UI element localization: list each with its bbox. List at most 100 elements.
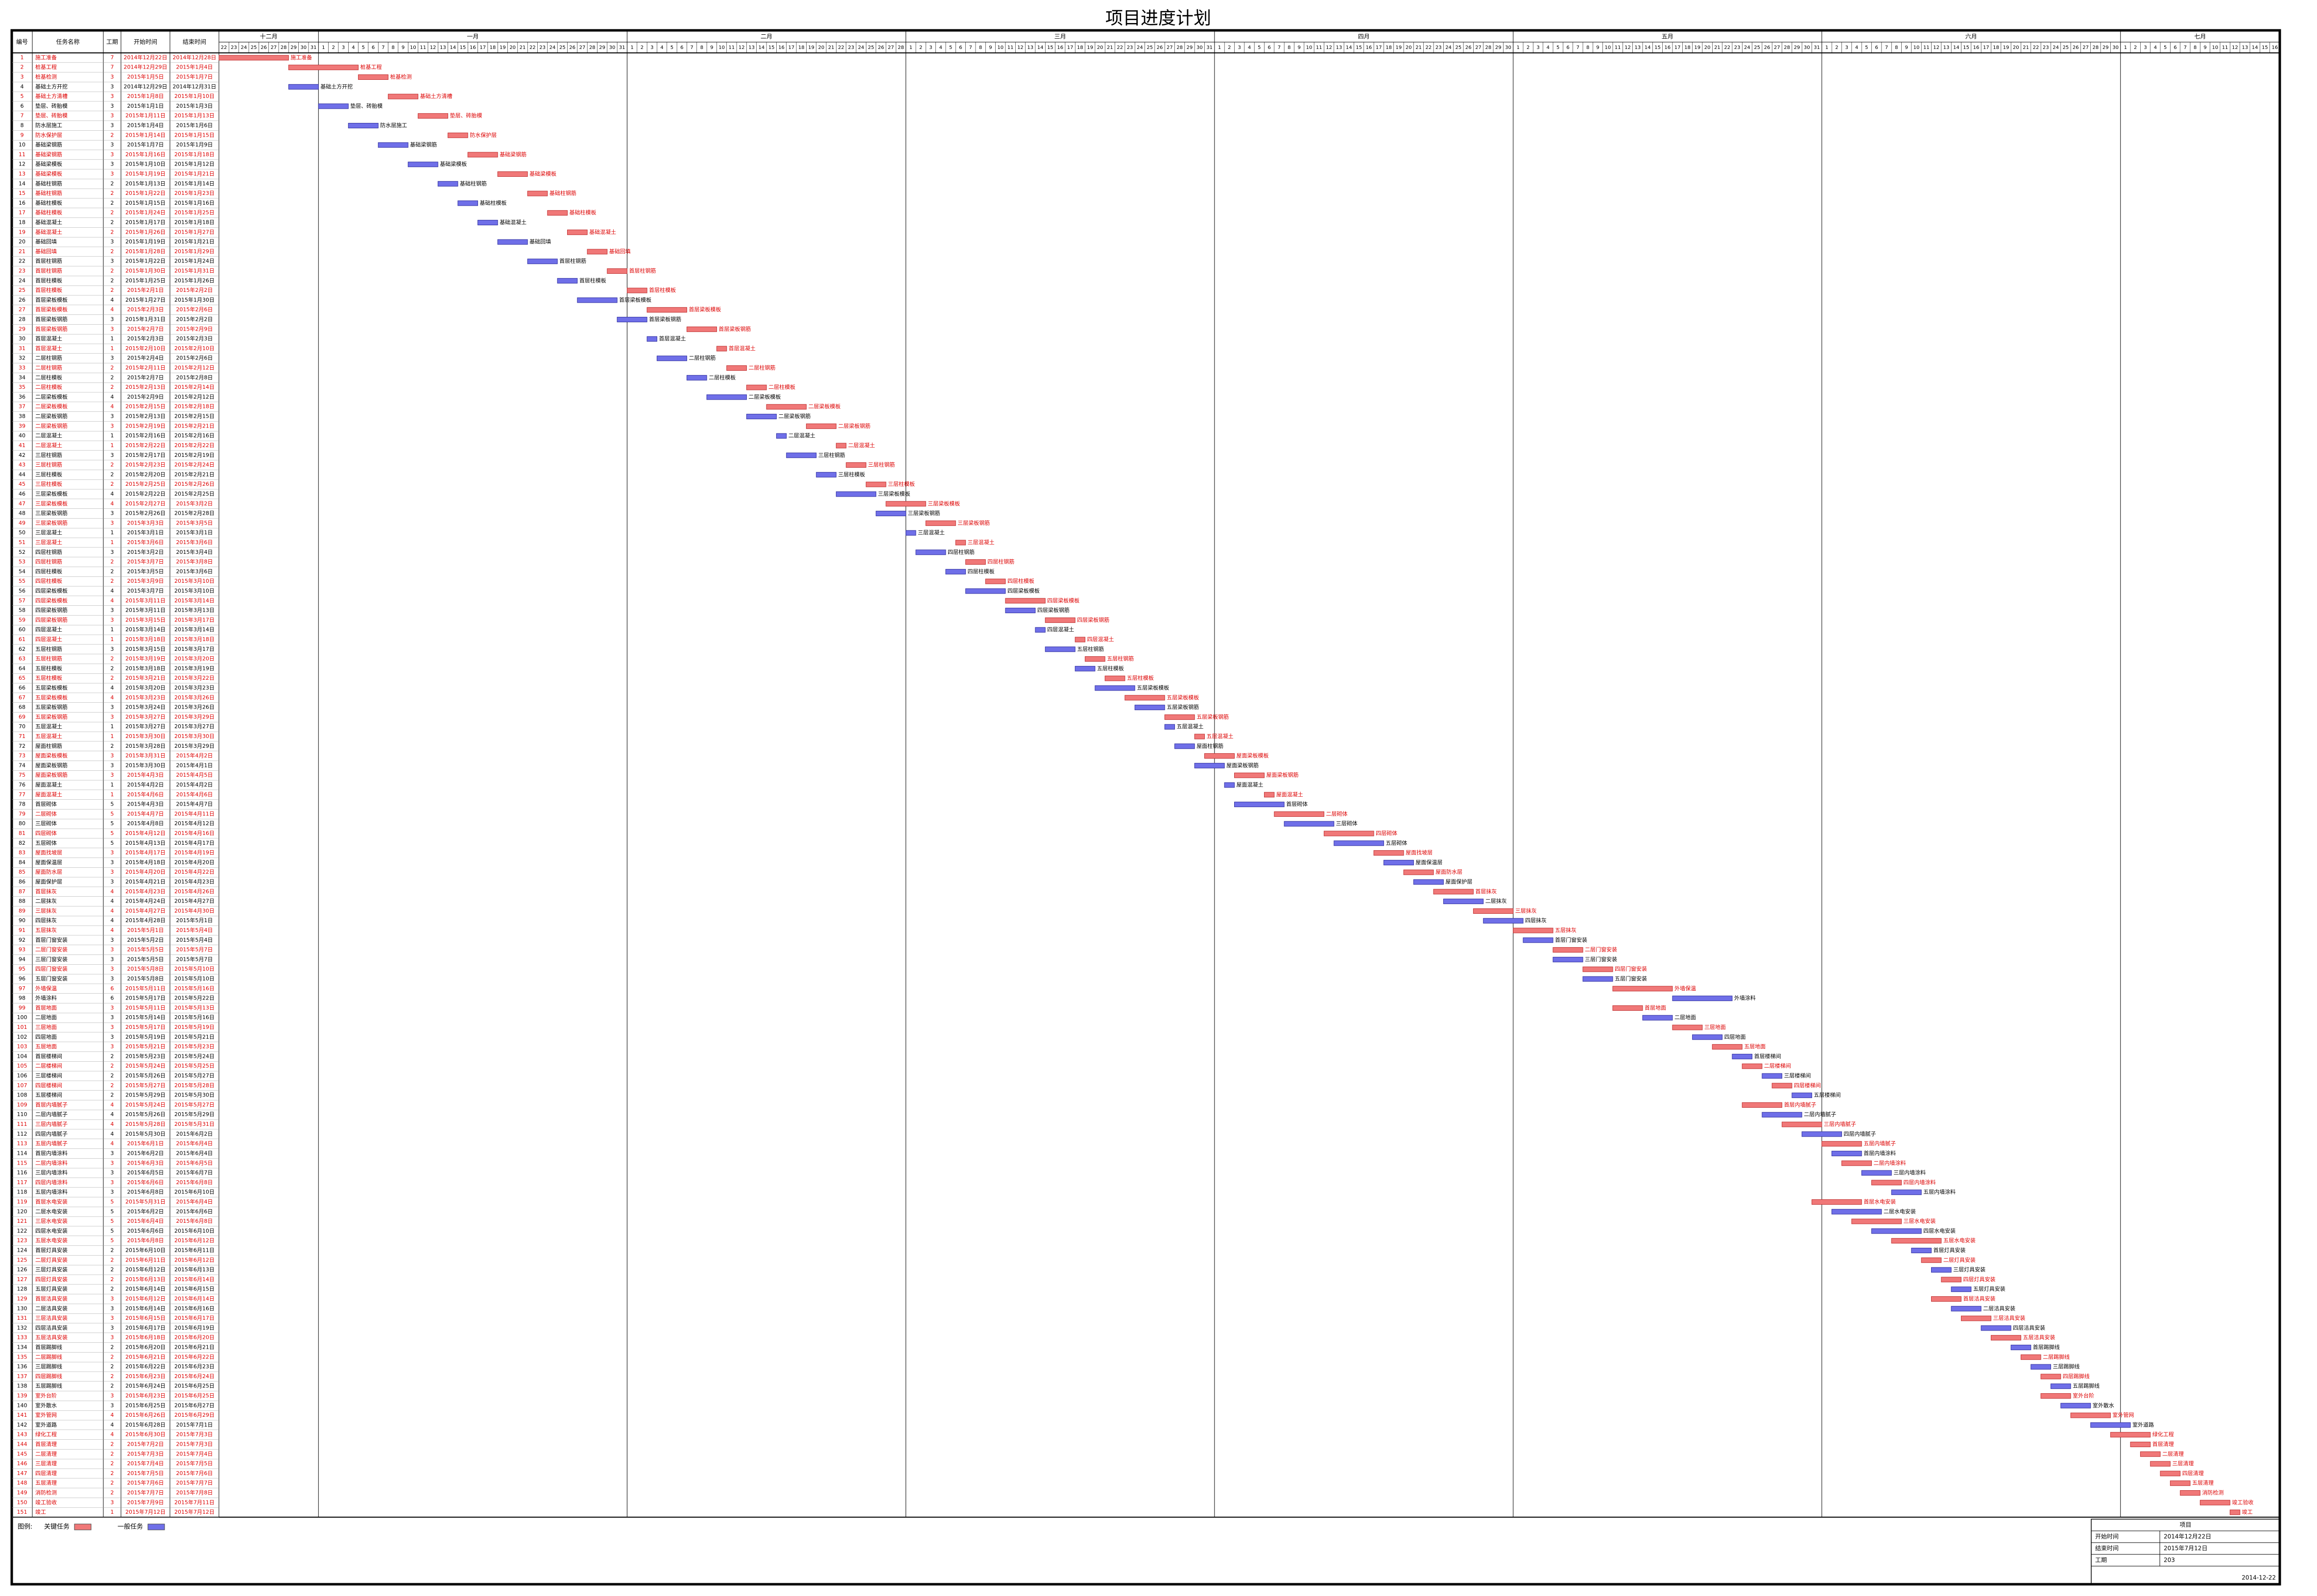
- task-start: 2015年4月21日: [125, 878, 166, 885]
- month-label: 二月: [761, 33, 772, 40]
- task-bar: [876, 511, 907, 517]
- day-label: 30: [1505, 45, 1511, 50]
- day-label: 3: [1536, 45, 1539, 50]
- task-start: 2015年1月17日: [125, 219, 166, 226]
- bar-label: 首层柱模板: [649, 286, 676, 293]
- task-id: 46: [19, 491, 25, 497]
- day-label: 1: [1825, 45, 1828, 50]
- bar-label: 五层梁板模板: [1167, 694, 1199, 701]
- task-start: 2015年1月16日: [125, 151, 166, 158]
- task-end: 2015年6月13日: [174, 1266, 215, 1273]
- task-bar: [617, 317, 647, 323]
- day-label: 12: [1326, 45, 1332, 50]
- task-duration: 3: [111, 1189, 114, 1195]
- task-name: 三层门窗安装: [35, 955, 68, 962]
- task-duration: 2: [111, 1460, 114, 1467]
- bar-label: 屋面防水层: [1435, 868, 1462, 875]
- task-id: 106: [17, 1072, 27, 1079]
- task-start: 2015年3月14日: [125, 626, 166, 633]
- task-duration: 2: [111, 1344, 114, 1350]
- task-end: 2015年7月3日: [176, 1431, 213, 1438]
- task-name: 四层砌体: [35, 830, 57, 836]
- task-name: 屋面梁板模板: [35, 752, 68, 759]
- task-duration: 3: [111, 1325, 114, 1331]
- task-name: 四层内墙腻子: [35, 1130, 68, 1137]
- task-bar: [1851, 1218, 1902, 1224]
- task-bar: [836, 443, 847, 449]
- task-start: 2015年4月27日: [125, 907, 166, 914]
- task-name: 二层梁板钢筋: [35, 422, 68, 429]
- task-end: 2015年1月13日: [174, 112, 215, 119]
- task-duration: 4: [111, 491, 114, 497]
- task-duration: 4: [111, 898, 114, 905]
- bar-label: 三层柱钢筋: [818, 452, 845, 458]
- day-label: 10: [1604, 45, 1611, 50]
- task-id: 12: [19, 161, 25, 167]
- task-end: 2015年6月10日: [174, 1189, 215, 1195]
- task-bar: [925, 520, 956, 526]
- task-end: 2015年3月23日: [174, 684, 215, 691]
- day-label: 20: [1406, 45, 1412, 50]
- task-start: 2015年3月15日: [125, 645, 166, 652]
- task-bar: [478, 220, 498, 226]
- task-end: 2015年2月6日: [176, 306, 213, 313]
- task-id: 74: [19, 762, 25, 768]
- task-name: 二层梁板模板: [35, 393, 68, 400]
- task-name: 二层内墙涂料: [35, 1159, 68, 1166]
- task-start: 2014年12月29日: [124, 83, 167, 90]
- task-end: 2015年7月3日: [176, 1440, 213, 1447]
- day-label: 27: [888, 45, 894, 50]
- task-duration: 3: [111, 510, 114, 517]
- column-header: 任务名称: [56, 38, 79, 46]
- task-end: 2015年3月5日: [176, 519, 213, 526]
- bar-label: 桩基工程: [360, 64, 382, 71]
- task-id: 26: [19, 297, 25, 303]
- task-bar: [1801, 1131, 1842, 1137]
- day-label: 16: [778, 45, 785, 50]
- task-start: 2015年2月3日: [127, 335, 164, 342]
- task-end: 2015年1月16日: [174, 199, 215, 206]
- day-label: 11: [1316, 45, 1322, 50]
- task-bar: [288, 65, 359, 71]
- task-name: 五层抹灰: [35, 927, 57, 933]
- task-bar: [906, 530, 916, 536]
- task-start: 2015年3月31日: [125, 752, 166, 759]
- task-duration: 6: [111, 985, 114, 992]
- task-duration: 2: [111, 1363, 114, 1370]
- bar-label: 二层混凝土: [848, 442, 875, 449]
- task-bar: [1075, 666, 1096, 671]
- bar-label: 基础混凝土: [500, 219, 526, 226]
- task-id: 150: [17, 1499, 27, 1505]
- day-label: 12: [1933, 45, 1939, 50]
- day-label: 10: [1306, 45, 1313, 50]
- task-duration: 3: [111, 103, 114, 109]
- task-duration: 3: [111, 1160, 114, 1166]
- task-end: 2015年6月2日: [176, 1130, 213, 1137]
- task-duration: 4: [111, 685, 114, 691]
- bar-label: 二层梁板钢筋: [838, 422, 870, 429]
- task-end: 2015年1月15日: [174, 131, 215, 138]
- task-start: 2015年1月22日: [125, 190, 166, 196]
- task-name: 三层梁板模板: [35, 490, 68, 497]
- task-id: 37: [19, 404, 25, 410]
- day-label: 17: [479, 45, 486, 50]
- month-label: 六月: [1965, 33, 1977, 40]
- task-duration: 3: [111, 859, 114, 865]
- task-duration: 2: [111, 1373, 114, 1380]
- task-start: 2015年6月8日: [127, 1237, 164, 1244]
- day-label: 16: [1366, 45, 1372, 50]
- task-end: 2015年6月23日: [174, 1363, 215, 1370]
- bar-label: 四层混凝土: [1087, 636, 1114, 643]
- task-name: 四层灯具安装: [35, 1276, 68, 1283]
- day-label: 14: [450, 45, 456, 50]
- task-name: 五层梁板模板: [35, 684, 68, 691]
- bar-label: 施工准备: [290, 54, 312, 61]
- task-start: 2015年5月23日: [125, 1052, 166, 1059]
- task-id: 138: [17, 1383, 27, 1389]
- task-id: 33: [19, 365, 25, 371]
- task-start: 2015年1月13日: [125, 180, 166, 187]
- task-name: 三层柱钢筋: [35, 452, 62, 458]
- task-start: 2015年1月25日: [125, 277, 166, 284]
- bar-label: 二层抹灰: [1485, 898, 1507, 905]
- task-end: 2015年3月6日: [176, 568, 213, 574]
